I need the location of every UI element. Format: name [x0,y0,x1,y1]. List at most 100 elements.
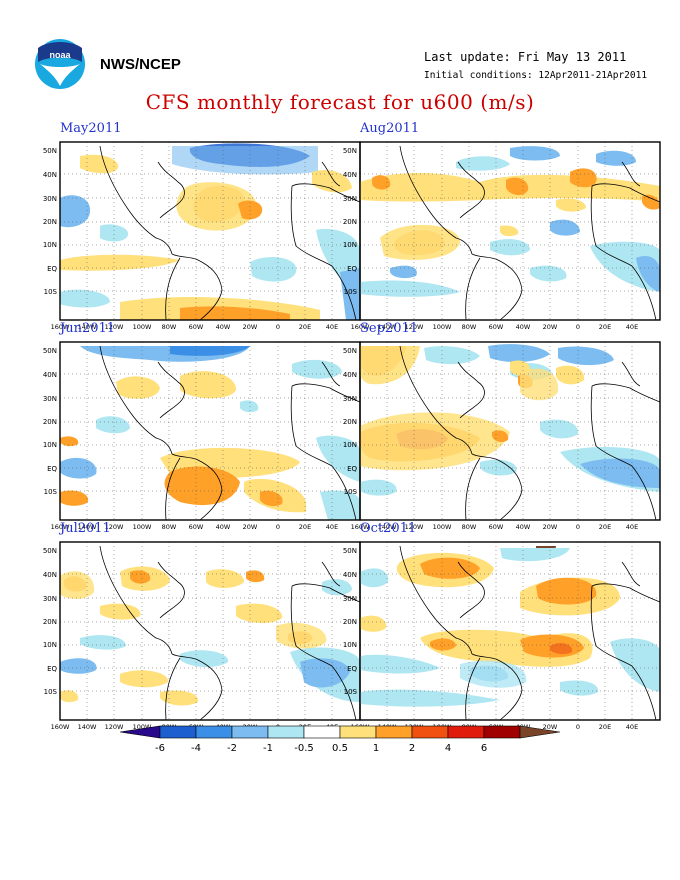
colorbar-swatch [195,725,233,739]
lat-labels: 50N 40N 30N 20N 10N EQ 10S [343,547,358,696]
svg-text:40W: 40W [216,323,231,331]
svg-text:140W: 140W [78,723,97,731]
anomaly-field [360,546,660,707]
colorbar-labels: -6 -4 -2 -1 -0.5 0.5 1 2 4 6 [155,743,487,754]
svg-text:30N: 30N [43,395,57,403]
gridlines [60,342,360,520]
svg-text:10N: 10N [343,441,357,449]
initial-conditions: Initial conditions: 12Apr2011-21Apr2011 [424,70,648,81]
noaa-logo-text: noaa [49,50,71,60]
svg-text:60W: 60W [489,323,504,331]
coastlines [99,145,361,321]
colorbar-label: 0.5 [332,743,348,754]
lat-labels: 50N 40N 30N 20N 10N EQ 10S [343,147,358,296]
map-frame [359,541,661,721]
svg-text:50N: 50N [343,547,357,555]
noaa-logo-icon: noaa [34,38,86,90]
coastlines [399,545,661,721]
coastlines [99,345,361,521]
colorbar-swatch [267,725,305,739]
svg-text:40W: 40W [516,523,531,531]
colorbar-label: 1 [373,743,379,754]
lon-labels: 160W 140W 120W 100W 80W 60W 40W 20W 0 20… [351,323,639,331]
svg-text:EQ: EQ [47,265,57,273]
svg-text:120W: 120W [105,323,124,331]
svg-text:140W: 140W [378,323,397,331]
svg-text:50N: 50N [43,547,57,555]
org-name: NWS/NCEP [100,56,181,73]
panel-title: Sep2011 [360,321,419,336]
panel-jul: Jul2011 [43,522,361,731]
colorbar-label: -4 [191,743,201,754]
colorbar-label: -2 [227,743,237,754]
lat-labels: 50N 40N 30N 20N 10N EQ 10S [43,147,58,296]
svg-text:20W: 20W [543,723,558,731]
svg-text:160W: 160W [51,323,70,331]
svg-text:10S: 10S [44,288,58,296]
forecast-map-jun: 50N 40N 30N 20N 10N EQ 10S 160W 140W 120… [43,341,361,531]
map-frame [359,341,661,521]
gridlines [360,142,660,320]
svg-text:10S: 10S [344,288,358,296]
svg-text:0: 0 [576,723,580,731]
svg-text:10N: 10N [43,641,57,649]
svg-text:100W: 100W [433,323,452,331]
svg-text:140W: 140W [78,523,97,531]
gridlines [60,142,360,320]
colorbar-label: 4 [445,743,451,754]
svg-text:50N: 50N [343,147,357,155]
coastlines [99,545,361,721]
svg-text:40N: 40N [43,371,57,379]
svg-text:10N: 10N [343,641,357,649]
anomaly-field [359,344,660,496]
svg-text:20E: 20E [599,323,611,331]
panel-title: May2011 [60,121,122,136]
svg-text:20E: 20E [299,323,311,331]
svg-text:160W: 160W [51,723,70,731]
forecast-map-aug: 50N 40N 30N 20N 10N EQ 10S 160W 140W 120… [343,141,661,331]
forecast-map-oct: 50N 40N 30N 20N 10N EQ 10S 160W 140W 120… [343,541,661,731]
svg-text:20N: 20N [343,618,357,626]
colorbar-swatch [231,725,269,739]
colorbar-label: -1 [263,743,273,754]
panel-oct: Oct2011 [343,522,661,731]
panel-sep: Sep2011 [343,322,661,531]
svg-text:60W: 60W [189,523,204,531]
svg-text:10S: 10S [344,688,358,696]
svg-text:140W: 140W [78,323,97,331]
svg-text:10N: 10N [43,241,57,249]
colorbar-label: 2 [409,743,415,754]
page-title: CFS monthly forecast for u600 (m/s) [145,90,535,114]
anomaly-field [360,146,660,297]
coastlines [399,145,661,321]
svg-text:0: 0 [276,523,280,531]
panel-title: Oct2011 [360,521,417,536]
svg-text:20N: 20N [43,418,57,426]
svg-text:40N: 40N [343,371,357,379]
anomaly-field [60,346,360,520]
svg-text:30N: 30N [343,595,357,603]
gridlines [360,342,660,520]
panel-aug: Aug2011 [343,122,661,331]
svg-text:160W: 160W [351,523,370,531]
svg-text:80W: 80W [162,523,177,531]
forecast-map-sep: 50N 40N 30N 20N 10N EQ 10S 160W 140W 120… [343,341,661,531]
svg-text:160W: 160W [51,523,70,531]
svg-text:60W: 60W [189,323,204,331]
svg-text:80W: 80W [462,523,477,531]
svg-text:0: 0 [576,323,580,331]
coastlines [399,345,661,521]
colorbar-label: 6 [481,743,487,754]
lat-labels: 50N 40N 30N 20N 10N EQ 10S [43,547,58,696]
svg-text:120W: 120W [105,523,124,531]
colorbar-label: -6 [155,743,165,754]
last-update: Last update: Fri May 13 2011 [424,50,627,64]
svg-text:120W: 120W [105,723,124,731]
lat-labels: 50N 40N 30N 20N 10N EQ 10S [343,347,358,496]
colorbar-swatch [303,725,341,739]
svg-text:10S: 10S [44,488,58,496]
colorbar-swatch [375,725,413,739]
svg-text:40N: 40N [343,571,357,579]
gridlines [60,542,360,720]
gridlines [360,542,660,720]
